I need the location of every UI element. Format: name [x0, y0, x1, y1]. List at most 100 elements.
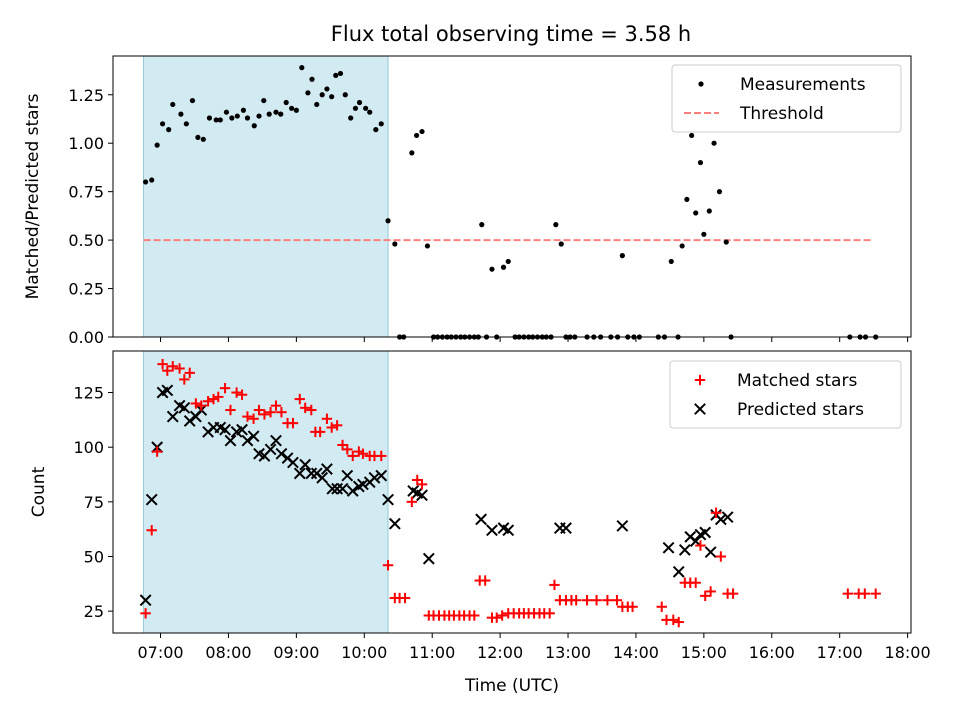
- matched-stars-point: [231, 387, 242, 398]
- predicted-stars-point: [316, 471, 329, 484]
- measurement-point: [261, 97, 267, 104]
- measurement-point: [679, 243, 685, 249]
- x-tick-label: 11:00: [409, 643, 455, 662]
- measurement-point: [213, 117, 219, 123]
- matched-stars-point: [695, 540, 706, 551]
- y-tick-label: 125: [73, 384, 104, 403]
- x-icon: [694, 403, 706, 415]
- predicted-stars-point: [502, 524, 515, 537]
- matched-stars-point: [157, 358, 168, 370]
- predicted-stars-point: [336, 482, 349, 495]
- ratio-panel-frame: [112, 55, 912, 338]
- y-tick-label: 0.25: [68, 280, 104, 299]
- y-tick-label: 0.00: [68, 328, 104, 347]
- predicted-stars-point: [270, 434, 282, 447]
- x-tick-label: 07:00: [137, 643, 183, 662]
- matched-stars-point: [294, 393, 305, 405]
- x-tick-label: 17:00: [817, 643, 863, 662]
- matched-stars-point: [146, 525, 157, 536]
- predicted-stars-legend-label: Predicted stars: [737, 400, 864, 420]
- measurement-point: [553, 222, 559, 228]
- predicted-stars-point: [721, 511, 734, 524]
- y-tick-label: 75: [84, 493, 104, 512]
- matched-stars-point: [184, 367, 195, 379]
- matched-stars-point: [690, 577, 701, 588]
- matched-stars-point: [287, 417, 299, 429]
- measurement-point: [240, 107, 246, 113]
- measurement-point: [195, 134, 201, 140]
- predicted-stars-point: [219, 423, 231, 436]
- predicted-stars-point: [305, 467, 318, 480]
- measurement-point: [154, 142, 160, 148]
- matched-stars-point: [276, 407, 287, 418]
- measurement-point: [419, 128, 425, 135]
- measurement-point: [392, 241, 398, 247]
- measurement-point: [333, 72, 339, 78]
- matched-stars-legend-label: Matched stars: [737, 371, 857, 391]
- measurement-point: [266, 111, 272, 117]
- matched-stars-point: [673, 616, 684, 628]
- measurement-point: [206, 115, 213, 121]
- matched-stars-point: [581, 595, 593, 606]
- predicted-stars-point: [139, 594, 152, 607]
- matched-stars-point: [248, 413, 259, 424]
- observing-interval-shade: [143, 350, 389, 634]
- measurement-point: [305, 90, 311, 96]
- matched-stars-point: [174, 363, 185, 374]
- x-tick-label: 15:00: [681, 643, 727, 662]
- measurement-point: [409, 150, 415, 156]
- predicted-stars-point: [299, 458, 312, 471]
- plus-icon: [694, 374, 706, 386]
- matched-stars-point: [859, 588, 871, 599]
- matched-stars-point: [591, 595, 602, 606]
- predicted-stars-point: [422, 552, 435, 565]
- y-tick-label: 100: [73, 438, 104, 457]
- predicted-stars-point: [560, 522, 572, 534]
- predicted-stars-point: [616, 519, 629, 532]
- y-tick-label: 1.00: [68, 134, 104, 153]
- matched-stars-point: [347, 450, 358, 462]
- predicted-stars-point: [331, 482, 344, 495]
- x-tick-label: 10:00: [341, 643, 387, 662]
- measurement-point: [299, 65, 305, 71]
- measurement-point: [701, 231, 707, 237]
- matched-stars-point: [491, 612, 502, 623]
- matched-stars-point: [179, 374, 190, 385]
- predicted-stars-point: [678, 544, 691, 556]
- measurement-point: [356, 99, 363, 106]
- matched-stars-point: [342, 444, 353, 455]
- matched-stars-point: [406, 496, 418, 508]
- measurement-point: [200, 136, 206, 142]
- matched-stars-point: [306, 404, 317, 416]
- chart-title: Flux total observing time = 3.58 h: [331, 22, 691, 46]
- predicted-stars-point: [382, 493, 394, 506]
- measurement-point: [668, 258, 674, 265]
- x-tick-label: 14:00: [613, 643, 659, 662]
- measurement-point: [149, 177, 155, 183]
- matched-stars-point: [602, 595, 613, 606]
- measurement-point: [170, 101, 176, 108]
- measurement-point: [234, 113, 240, 119]
- measurement-point: [256, 113, 262, 119]
- matched-stars-point: [710, 507, 722, 518]
- predicted-stars-point: [699, 526, 712, 539]
- predicted-stars-point: [247, 430, 260, 443]
- matched-stars-point: [668, 614, 679, 626]
- count-legend: Matched stars Predicted stars: [669, 360, 902, 429]
- count-panel: 25 50 75 100 125 07:00 08:00 09:00 10:00 11:00 12…: [29, 350, 931, 696]
- matched-stars-point: [253, 404, 265, 416]
- matched-stars-point: [299, 402, 311, 414]
- measurement-point: [244, 115, 251, 121]
- measurement-point: [189, 97, 196, 104]
- matched-stars-point: [705, 586, 716, 597]
- matched-stars-point: [265, 407, 276, 418]
- measurement-point: [367, 109, 373, 115]
- measurement-point: [505, 258, 511, 265]
- matched-stars-point: [314, 426, 326, 438]
- matched-stars-point: [479, 575, 491, 586]
- matched-stars-point: [202, 396, 214, 407]
- matched-stars-point: [162, 365, 173, 376]
- predicted-stars-point: [662, 541, 675, 554]
- y-tick-label: 0.75: [68, 183, 104, 202]
